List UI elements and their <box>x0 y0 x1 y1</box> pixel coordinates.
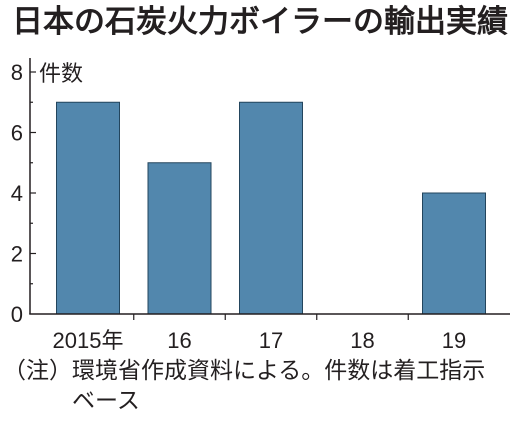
bars-group <box>56 101 486 315</box>
note-line-2: ベース <box>72 387 140 413</box>
bar-19 <box>422 192 486 315</box>
bar-16 <box>147 162 212 315</box>
source-note: 環境省作成資料による。件数は着工指示 ベース <box>72 355 485 415</box>
y-tick-label-2: 2 <box>11 242 23 267</box>
x-tick-label-2015: 2015年 <box>53 328 124 353</box>
note-label: （注） <box>3 357 72 383</box>
bar-2015 <box>56 101 120 315</box>
axes-group <box>29 58 510 315</box>
x-tick-label-19: 19 <box>442 328 466 353</box>
x-tick-label-18: 18 <box>350 328 374 353</box>
y-tick-label-8: 8 <box>11 60 23 85</box>
tick-labels-group: 2015年 16 17 18 19 0 2 4 6 8 <box>11 60 466 353</box>
x-tick-label-16: 16 <box>167 328 191 353</box>
tick-marks-group <box>30 71 409 320</box>
y-axis-label: 件数 <box>39 61 83 86</box>
y-tick-label-4: 4 <box>11 181 23 206</box>
y-tick-label-0: 0 <box>11 302 23 327</box>
chart-title: 日本の石炭火力ボイラーの輸出実績 <box>12 4 508 39</box>
bar-17 <box>239 101 303 315</box>
note-line-1: 環境省作成資料による。件数は着工指示 <box>72 357 486 383</box>
y-tick-label-6: 6 <box>11 121 23 146</box>
x-tick-label-17: 17 <box>259 328 283 353</box>
